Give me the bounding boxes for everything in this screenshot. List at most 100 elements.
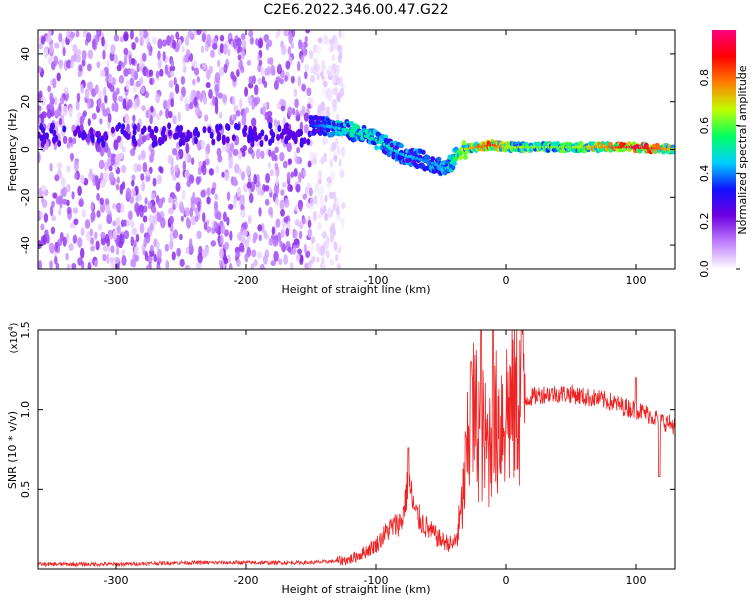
noise-band-speckle [268, 122, 273, 130]
noise-speckle [114, 154, 120, 165]
noise-speckle [237, 54, 242, 61]
noise-speckle [122, 98, 127, 110]
noise-speckle [312, 210, 318, 222]
noise-speckle [50, 226, 56, 235]
noise-speckle [192, 78, 196, 86]
ridge-cell [310, 119, 315, 125]
noise-speckle [123, 230, 130, 240]
noise-speckle [280, 208, 285, 217]
noise-speckle [105, 204, 111, 214]
noise-speckle [264, 198, 270, 206]
noise-speckle [190, 216, 196, 226]
noise-speckle [121, 146, 126, 153]
noise-speckle [195, 90, 201, 100]
noise-speckle [219, 248, 224, 259]
noise-speckle [183, 65, 187, 74]
noise-speckle [81, 49, 87, 61]
noise-speckle [77, 257, 83, 266]
noise-band-speckle [279, 132, 284, 140]
noise-speckle [237, 46, 243, 53]
noise-speckle [43, 212, 49, 223]
noise-speckle [38, 42, 43, 50]
noise-speckle [281, 181, 287, 188]
noise-speckle [57, 208, 62, 216]
noise-speckle [268, 237, 274, 247]
noise-speckle [124, 115, 130, 124]
noise-speckle [135, 233, 140, 243]
noise-speckle [102, 245, 108, 252]
noise-speckle [49, 92, 54, 102]
noise-speckle [216, 147, 222, 157]
noise-speckle [208, 88, 213, 99]
noise-speckle [51, 215, 57, 222]
noise-speckle [163, 99, 168, 110]
noise-speckle [184, 207, 190, 217]
noise-speckle [229, 230, 233, 241]
noise-speckle [201, 30, 208, 34]
noise-speckle [250, 117, 257, 127]
noise-speckle [221, 93, 228, 103]
noise-speckle [248, 30, 254, 38]
noise-speckle [298, 230, 303, 240]
noise-speckle [91, 113, 97, 120]
noise-speckle [53, 55, 59, 65]
noise-speckle [151, 192, 156, 201]
noise-speckle [302, 193, 307, 200]
noise-speckle [206, 187, 211, 197]
noise-speckle [287, 246, 292, 253]
noise-speckle [43, 46, 49, 56]
noise-speckle [279, 240, 283, 248]
noise-speckle [289, 261, 294, 269]
noise-speckle [233, 114, 237, 121]
noise-speckle [56, 162, 63, 170]
ridge-cell [453, 156, 459, 162]
noise-speckle [307, 260, 312, 269]
noise-speckle [59, 96, 65, 105]
noise-speckle [139, 77, 144, 85]
noise-band-speckle [299, 137, 304, 145]
noise-speckle [184, 264, 191, 269]
noise-speckle [173, 77, 177, 86]
noise-band-speckle [277, 125, 282, 133]
noise-speckle [217, 211, 222, 221]
noise-speckle [232, 179, 239, 187]
noise-speckle [196, 76, 201, 83]
noise-speckle [104, 39, 108, 51]
noise-speckle [192, 60, 198, 69]
noise-speckle [149, 222, 155, 232]
noise-speckle [324, 194, 328, 203]
noise-speckle [261, 222, 265, 233]
noise-speckle [200, 45, 205, 54]
noise-speckle [217, 59, 221, 68]
noise-speckle [178, 233, 183, 241]
noise-speckle [226, 191, 231, 201]
noise-band-speckle [120, 127, 125, 135]
noise-speckle [55, 262, 60, 269]
noise-speckle [46, 233, 50, 244]
noise-speckle [263, 34, 269, 42]
noise-speckle [87, 81, 92, 91]
noise-speckle [87, 118, 91, 127]
noise-speckle [224, 172, 230, 182]
noise-speckle [205, 69, 211, 80]
noise-speckle [110, 44, 116, 55]
noise-speckle [204, 44, 209, 52]
noise-speckle [264, 185, 270, 192]
noise-speckle [47, 85, 52, 93]
noise-speckle [221, 171, 225, 178]
noise-speckle [104, 95, 108, 104]
noise-speckle [78, 197, 84, 208]
noise-speckle [129, 219, 134, 227]
noise-speckle [271, 226, 276, 235]
noise-band-speckle [133, 139, 138, 147]
noise-band-speckle [142, 125, 147, 133]
noise-speckle [77, 185, 82, 197]
noise-speckle [313, 57, 318, 66]
noise-speckle [170, 98, 175, 108]
noise-speckle [299, 121, 304, 132]
noise-speckle [215, 165, 220, 174]
noise-speckle [222, 211, 227, 223]
noise-speckle [97, 97, 102, 109]
noise-speckle [129, 196, 135, 204]
noise-speckle [86, 63, 92, 72]
